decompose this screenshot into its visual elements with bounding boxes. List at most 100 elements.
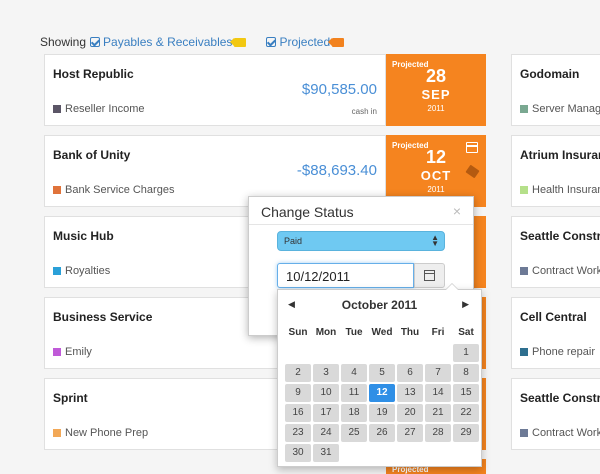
day-cell[interactable]: 19 xyxy=(369,404,395,422)
payee-name: Bank of Unity xyxy=(53,148,131,162)
day-cell[interactable]: 9 xyxy=(285,384,311,402)
empty-day-cell xyxy=(341,344,367,362)
day-cell[interactable]: 13 xyxy=(397,384,423,402)
select-arrows-icon: ▲ ▼ xyxy=(431,233,439,248)
filter-payables-receivables-label: Payables & Receivables xyxy=(103,35,233,49)
selected-day[interactable]: 12 xyxy=(369,384,395,402)
day-cell[interactable]: 26 xyxy=(369,424,395,442)
date-day: 28 xyxy=(425,66,447,86)
calendar-icon xyxy=(424,270,435,281)
category-swatch xyxy=(53,105,61,113)
category: Reseller Income xyxy=(53,103,144,115)
day-cell[interactable]: 27 xyxy=(397,424,423,442)
day-cell[interactable]: 29 xyxy=(453,424,479,442)
category-swatch xyxy=(53,348,61,356)
transaction-card[interactable]: Cell Central Phone repair xyxy=(511,297,600,369)
datepicker-month-year: October 2011 xyxy=(278,298,481,316)
filter-projected[interactable]: Projected xyxy=(266,35,345,49)
day-cell[interactable]: 3 xyxy=(313,364,339,382)
yellow-tag-icon xyxy=(230,37,247,47)
day-cell[interactable]: 16 xyxy=(285,404,311,422)
transaction-card[interactable]: Bank of Unity Bank Service Charges -$88,… xyxy=(44,135,386,207)
transaction-card[interactable]: Host Republic Reseller Income $90,585.00… xyxy=(44,54,386,126)
datepicker: ◀ October 2011 ▶ Sun Mon Tue Wed Thu Fri Sat 1 2… xyxy=(277,283,482,467)
day-cell[interactable]: 23 xyxy=(285,424,311,442)
transaction-card[interactable]: Godomain Server Manager xyxy=(511,54,600,126)
day-cell[interactable]: 14 xyxy=(425,384,451,402)
payee-name: Host Republic xyxy=(53,67,134,81)
date-year: 2011 xyxy=(427,185,445,194)
day-cell[interactable]: 7 xyxy=(425,364,451,382)
status-select[interactable]: Paid ▲ ▼ xyxy=(277,231,445,251)
payee-name: Cell Central xyxy=(520,310,587,324)
transaction-card[interactable]: Seattle Construction Contract Work xyxy=(511,216,600,288)
category-label: Health Insurance xyxy=(532,184,600,196)
amount: -$88,693.40 xyxy=(296,162,377,179)
day-cell[interactable]: 8 xyxy=(453,364,479,382)
payee-name: Music Hub xyxy=(53,229,114,243)
date-day: 12 xyxy=(425,147,447,167)
weekday-header: Wed xyxy=(371,327,393,338)
day-cell[interactable]: 21 xyxy=(425,404,451,422)
category: Health Insurance xyxy=(520,184,600,196)
payee-name: Seattle Construction xyxy=(520,229,600,243)
amount-note: cash in xyxy=(351,107,377,116)
category-label: Bank Service Charges xyxy=(65,184,175,196)
transaction-card[interactable]: Atrium Insurance Health Insurance xyxy=(511,135,600,207)
next-month-icon[interactable]: ▶ xyxy=(462,299,469,309)
date-year: 2011 xyxy=(427,104,445,113)
category-swatch xyxy=(53,429,61,437)
category-swatch xyxy=(520,105,528,113)
day-cell[interactable]: 25 xyxy=(341,424,367,442)
empty-day-cell xyxy=(425,344,451,362)
category: Phone repair xyxy=(520,346,595,358)
filter-projected-label: Projected xyxy=(279,35,331,49)
day-cell[interactable]: 18 xyxy=(341,404,367,422)
amount: $90,585.00 xyxy=(301,81,377,98)
payee-name: Seattle Construction xyxy=(520,391,600,405)
status-label: Projected xyxy=(392,60,429,69)
day-cell[interactable]: 22 xyxy=(453,404,479,422)
day-cell[interactable]: 15 xyxy=(453,384,479,402)
category: Emily xyxy=(53,346,92,358)
day-cell[interactable]: 20 xyxy=(397,404,423,422)
weekday-header: Sat xyxy=(458,327,474,338)
filter-payables-receivables[interactable]: Payables & Receivables xyxy=(90,35,247,49)
payee-name: Atrium Insurance xyxy=(520,148,600,162)
status-label: Projected xyxy=(392,465,429,474)
day-cell[interactable]: 30 xyxy=(285,444,311,462)
day-cell[interactable]: 5 xyxy=(369,364,395,382)
day-cell[interactable]: 11 xyxy=(341,384,367,402)
category-swatch xyxy=(520,429,528,437)
day-cell[interactable]: 1 xyxy=(453,344,479,362)
date-tile[interactable]: Projected 12 OCT 2011 xyxy=(386,135,486,207)
transaction-card[interactable]: Seattle Construction Contract Work xyxy=(511,378,600,450)
day-cell[interactable]: 31 xyxy=(313,444,339,462)
showing-label: Showing xyxy=(40,35,87,49)
category: Bank Service Charges xyxy=(53,184,174,196)
weekday-header: Thu xyxy=(400,327,420,338)
day-cell[interactable]: 17 xyxy=(313,404,339,422)
day-cell[interactable]: 4 xyxy=(341,364,367,382)
category-label: Contract Work xyxy=(532,427,600,439)
prev-month-icon[interactable]: ◀ xyxy=(288,299,295,309)
category: Contract Work xyxy=(520,427,600,439)
empty-day-cell xyxy=(397,344,423,362)
day-cell[interactable]: 2 xyxy=(285,364,311,382)
modal-divider xyxy=(249,224,473,225)
empty-day-cell xyxy=(285,344,311,362)
date-tile[interactable]: Projected 28 SEP 2011 xyxy=(386,54,486,126)
datepicker-year: 2011 xyxy=(391,298,418,312)
day-cell[interactable]: 24 xyxy=(313,424,339,442)
category-label: Phone repair xyxy=(532,346,595,358)
payee-name: Business Service xyxy=(53,310,153,324)
calendar-button[interactable] xyxy=(414,263,445,288)
date-input[interactable]: 10/12/2011 xyxy=(277,263,414,288)
category-label: Contract Work xyxy=(532,265,600,277)
calendar-icon[interactable] xyxy=(466,142,478,153)
day-cell[interactable]: 6 xyxy=(397,364,423,382)
day-cell[interactable]: 28 xyxy=(425,424,451,442)
category-swatch xyxy=(520,186,528,194)
close-icon[interactable]: × xyxy=(452,203,461,219)
day-cell[interactable]: 10 xyxy=(313,384,339,402)
